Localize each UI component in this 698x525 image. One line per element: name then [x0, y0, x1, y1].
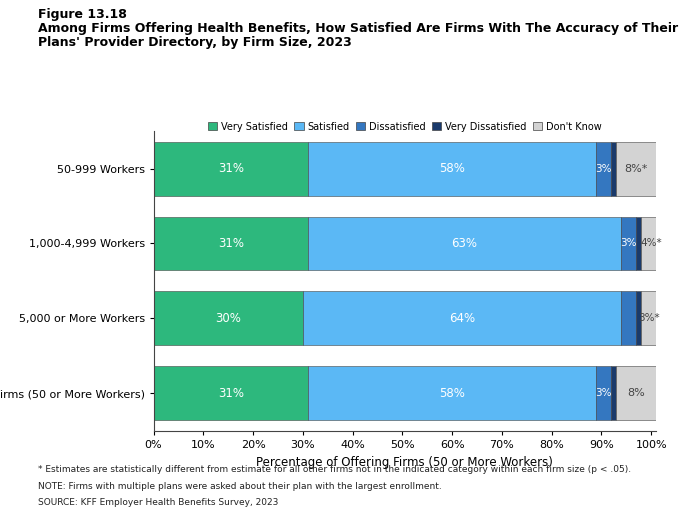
Bar [154, 291, 303, 345]
Text: 64%: 64% [449, 312, 475, 325]
Text: 58%: 58% [439, 386, 465, 400]
Text: 30%: 30% [215, 312, 241, 325]
Text: 8%: 8% [628, 388, 645, 398]
Text: 58%: 58% [439, 162, 465, 175]
Bar [308, 366, 596, 420]
Bar [308, 142, 596, 196]
Text: 31%: 31% [218, 386, 244, 400]
Text: 31%: 31% [218, 237, 244, 250]
Bar [154, 142, 308, 196]
Text: 3%*: 3%* [638, 313, 660, 323]
Text: SOURCE: KFF Employer Health Benefits Survey, 2023: SOURCE: KFF Employer Health Benefits Sur… [38, 498, 279, 507]
Text: 8%*: 8%* [625, 164, 648, 174]
Bar [641, 291, 656, 345]
Text: Among Firms Offering Health Benefits, How Satisfied Are Firms With The Accuracy : Among Firms Offering Health Benefits, Ho… [38, 22, 678, 35]
Bar [308, 216, 621, 270]
X-axis label: Percentage of Offering Firms (50 or More Workers): Percentage of Offering Firms (50 or More… [256, 456, 554, 469]
Text: 3%: 3% [595, 388, 612, 398]
Text: Plans' Provider Directory, by Firm Size, 2023: Plans' Provider Directory, by Firm Size,… [38, 36, 352, 49]
Bar [616, 142, 656, 196]
Text: 3%: 3% [621, 238, 637, 248]
Bar [621, 216, 636, 270]
Bar [636, 216, 641, 270]
Bar [154, 216, 308, 270]
Text: Figure 13.18: Figure 13.18 [38, 8, 127, 21]
Text: 31%: 31% [218, 162, 244, 175]
Legend: Very Satisfied, Satisfied, Dissatisfied, Very Dissatisfied, Don't Know: Very Satisfied, Satisfied, Dissatisfied,… [204, 118, 606, 135]
Text: 63%: 63% [452, 237, 477, 250]
Text: 4%*: 4%* [640, 238, 662, 248]
Bar [596, 142, 611, 196]
Text: 3%: 3% [595, 164, 612, 174]
Bar [616, 366, 656, 420]
Bar [611, 366, 616, 420]
Bar [611, 142, 616, 196]
Bar [636, 291, 641, 345]
Bar [154, 366, 308, 420]
Bar [596, 366, 611, 420]
Text: NOTE: Firms with multiple plans were asked about their plan with the largest enr: NOTE: Firms with multiple plans were ask… [38, 482, 442, 491]
Bar [641, 216, 661, 270]
Text: * Estimates are statistically different from estimate for all other firms not in: * Estimates are statistically different … [38, 465, 632, 474]
Bar [303, 291, 621, 345]
Bar [621, 291, 636, 345]
